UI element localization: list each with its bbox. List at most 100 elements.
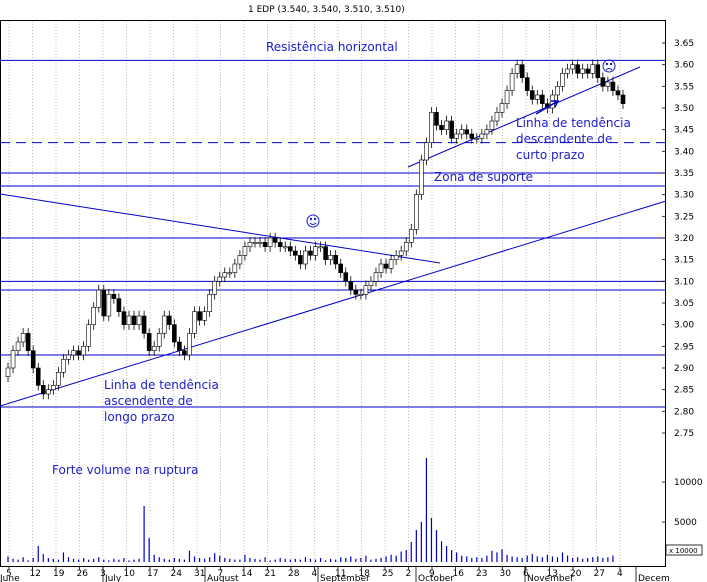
date-tick-label: 4 (312, 569, 318, 579)
candle-body (529, 90, 535, 100)
candle-body (570, 64, 575, 70)
volume-axis: 10000 5000 (662, 478, 703, 528)
price-tick-label: 3.05 (674, 299, 694, 309)
candle-body (161, 315, 167, 334)
month-label: August (207, 574, 239, 582)
candle-body (353, 289, 359, 295)
candle-body (348, 281, 354, 291)
candle-body (151, 346, 157, 351)
candle-body (35, 367, 41, 386)
date-tick-label: 2 (406, 569, 412, 579)
candle-body (10, 350, 16, 369)
candle-body (232, 263, 238, 273)
candle-body (555, 86, 560, 96)
price-tick-label: 3.60 (674, 61, 694, 71)
candle-body (5, 367, 11, 377)
candle-body (287, 246, 293, 252)
candle-body (313, 246, 318, 256)
date-tick-label: 28 (288, 569, 300, 579)
candle-body (444, 120, 449, 130)
candle-body (388, 259, 394, 269)
long-trend-label-2: ascendente de (104, 394, 193, 408)
date-tick-label: 5 (6, 569, 12, 579)
date-tick-label: 9 (429, 569, 435, 579)
price-tick-label: 3.45 (674, 126, 694, 136)
support-label: Zona de suporte (434, 170, 533, 184)
date-tick-label: 25 (382, 569, 393, 579)
date-tick-label: 4 (617, 569, 623, 579)
candle-body (610, 81, 616, 91)
date-tick-label: 24 (171, 569, 183, 579)
date-tick-label: 27 (594, 569, 605, 579)
candle-body (439, 125, 444, 130)
price-tick-label: 3.30 (674, 191, 694, 201)
candle-body (212, 281, 217, 295)
date-tick-label: 7 (218, 569, 224, 579)
happy-face-icon (306, 214, 320, 228)
candle-body (459, 129, 464, 135)
price-tick-label: 3.00 (674, 321, 694, 331)
long-trend-label-1: Linha de tendência (104, 378, 219, 392)
candle-body (308, 250, 313, 256)
candle-body (469, 133, 475, 139)
candle-body (282, 246, 288, 249)
candle-body (333, 255, 338, 265)
candles (5, 59, 626, 400)
candle-body (358, 294, 364, 296)
candle-body (242, 246, 248, 256)
candle-body (81, 346, 86, 356)
price-tick-label: 3.65 (674, 39, 694, 49)
price-tick-label: 2.75 (674, 429, 694, 439)
candle-body (434, 112, 439, 126)
price-tick-label: 3.35 (674, 169, 694, 179)
candle-body (454, 133, 459, 139)
month-label: September (320, 574, 370, 582)
price-tick-label: 3.10 (674, 277, 694, 287)
candle-body (30, 350, 36, 369)
candle-body (449, 120, 454, 139)
candle-body (328, 255, 333, 260)
candle-body (373, 272, 379, 282)
candle-body (136, 315, 142, 325)
arrow-icon (535, 100, 560, 115)
month-label: June (0, 574, 20, 582)
candle-body (408, 229, 414, 243)
price-tick-label: 2.80 (674, 407, 694, 417)
candle-body (540, 94, 545, 104)
volume-unit-label: x 10000 (669, 547, 698, 555)
candle-body (509, 73, 515, 91)
candle-body (343, 272, 349, 282)
candle-body (46, 389, 51, 395)
candle-body (323, 246, 328, 260)
date-tick-label: 18 (359, 569, 371, 579)
candle-body (51, 385, 56, 390)
candle-body (15, 341, 21, 351)
candle-body (590, 64, 596, 74)
candle-body (40, 385, 46, 395)
candle-body (514, 64, 520, 74)
candle-body (207, 294, 212, 312)
date-tick-label: 11 (335, 569, 346, 579)
candle-body (499, 103, 505, 113)
candle-body (605, 81, 611, 87)
candle-body (91, 307, 96, 325)
candle-body (519, 64, 525, 78)
date-tick-label: 12 (30, 569, 41, 579)
price-tick-label: 3.20 (674, 234, 694, 244)
candle-body (504, 90, 510, 104)
horizontal-lines (0, 59, 666, 408)
candle-body (293, 250, 298, 256)
candle-body (383, 263, 389, 269)
candle-body (272, 237, 278, 243)
candle-body (429, 112, 434, 143)
candle-body (217, 276, 223, 282)
candle-body (86, 324, 91, 347)
candle-body (146, 333, 152, 351)
candle-body (192, 311, 197, 334)
candle-body (368, 281, 374, 286)
candle-body (414, 194, 419, 230)
price-tick-label: 3.15 (674, 256, 694, 266)
candle-body (202, 311, 207, 321)
candle-body (303, 250, 308, 265)
candle-body (298, 255, 303, 265)
